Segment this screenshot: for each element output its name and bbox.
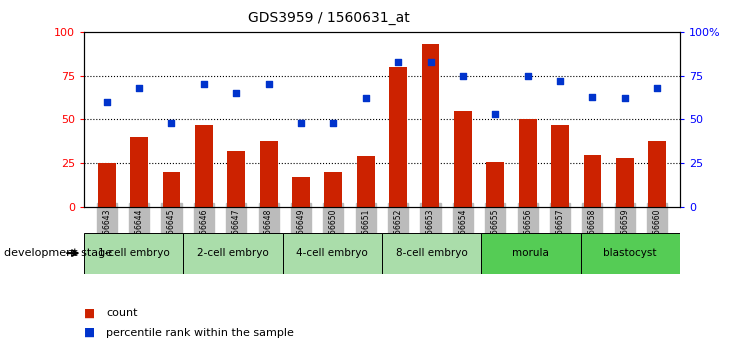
- Bar: [357, 156, 375, 207]
- Bar: [84, 233, 183, 274]
- Point: [198, 81, 210, 87]
- Bar: [292, 177, 310, 207]
- Bar: [260, 141, 278, 207]
- Text: ■: ■: [84, 326, 95, 339]
- Bar: [195, 125, 213, 207]
- Text: percentile rank within the sample: percentile rank within the sample: [106, 328, 294, 338]
- Point: [651, 85, 663, 91]
- Point: [586, 94, 598, 99]
- Text: blastocyst: blastocyst: [603, 248, 657, 258]
- Point: [327, 120, 339, 126]
- Point: [262, 81, 274, 87]
- Bar: [519, 120, 537, 207]
- Bar: [98, 163, 115, 207]
- Bar: [481, 233, 580, 274]
- Point: [490, 112, 501, 117]
- Text: morula: morula: [512, 248, 549, 258]
- Text: GDS3959 / 1560631_at: GDS3959 / 1560631_at: [248, 11, 410, 25]
- Point: [554, 78, 566, 84]
- Point: [230, 90, 242, 96]
- Bar: [486, 161, 504, 207]
- Bar: [162, 172, 181, 207]
- Bar: [583, 154, 602, 207]
- Bar: [382, 233, 481, 274]
- Text: 2-cell embryo: 2-cell embryo: [197, 248, 269, 258]
- Point: [133, 85, 145, 91]
- Point: [295, 120, 307, 126]
- Bar: [227, 151, 245, 207]
- Point: [425, 59, 436, 64]
- Text: development stage: development stage: [4, 248, 112, 258]
- Text: 8-cell embryo: 8-cell embryo: [395, 248, 467, 258]
- Point: [619, 96, 631, 101]
- Bar: [130, 137, 148, 207]
- Bar: [325, 172, 342, 207]
- Bar: [616, 158, 634, 207]
- Bar: [454, 111, 471, 207]
- Text: 4-cell embryo: 4-cell embryo: [297, 248, 368, 258]
- Bar: [648, 141, 666, 207]
- Bar: [422, 44, 439, 207]
- Bar: [580, 233, 680, 274]
- Point: [360, 96, 371, 101]
- Point: [457, 73, 469, 79]
- Text: 1-cell embryo: 1-cell embryo: [98, 248, 170, 258]
- Bar: [389, 67, 407, 207]
- Bar: [551, 125, 569, 207]
- Point: [166, 120, 178, 126]
- Bar: [283, 233, 382, 274]
- Point: [522, 73, 534, 79]
- Text: ■: ■: [84, 307, 95, 320]
- Point: [101, 99, 113, 105]
- Text: count: count: [106, 308, 137, 318]
- Point: [393, 59, 404, 64]
- Bar: [183, 233, 283, 274]
